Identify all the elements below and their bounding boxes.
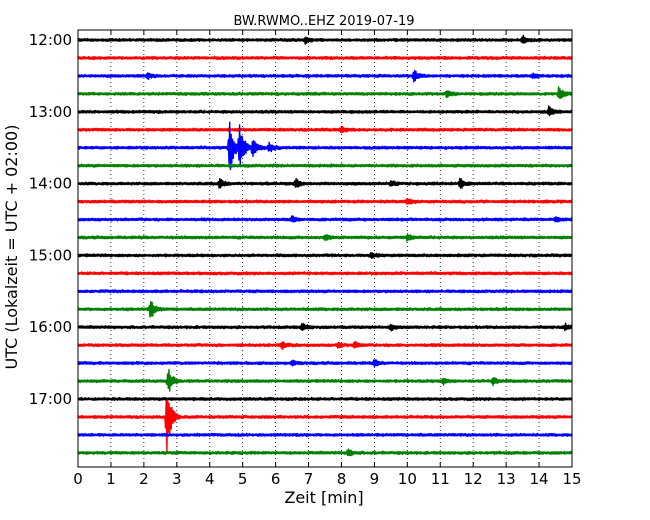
trace-1445-line [77,233,573,242]
y-tick-label: 14:00 [29,175,72,193]
trace-1715-line [77,399,573,454]
trace-1600-line [77,322,573,332]
trace-1415-line [77,197,573,205]
y-tick-label: 15:00 [29,246,72,264]
x-tick-label: 11 [431,470,450,488]
seismic-traces [77,34,573,457]
chart-title: BW.RWMO..EHZ 2019-07-19 [233,14,414,29]
trace-1545-line [77,301,573,318]
y-axis-ticks: 12:00 13:00 14:00 15:00 16:00 17:00 [29,31,572,408]
trace-1430-line [77,215,573,223]
x-tick-label: 12 [464,470,483,488]
y-tick-label: 12:00 [29,31,72,49]
trace-1330-line [77,121,573,171]
trace-1230-line [77,69,573,83]
plot-frame [77,29,573,468]
x-tick-label: 0 [73,470,83,488]
trace-1530-line [77,289,573,294]
trace-1500-line [77,251,573,259]
x-axis-label: Zeit [min] [284,488,363,507]
trace-1730-line [77,432,573,438]
trace-1215-line [77,55,573,61]
y-tick-label: 13:00 [29,103,72,121]
y-axis-label: UTC (Lokalzeit = UTC + 02:00) [2,125,21,370]
trace-1315-line [77,125,573,134]
trace-1630-line [77,359,573,368]
x-tick-label: 3 [172,470,182,488]
trace-1645-line [77,368,573,392]
x-tick-label: 13 [497,470,516,488]
x-tick-label: 8 [337,470,347,488]
y-tick-label: 17:00 [29,390,72,408]
x-tick-label: 2 [139,470,149,488]
x-tick-label: 9 [370,470,380,488]
y-tick-label: 16:00 [29,318,72,336]
trace-1615-line [77,340,573,350]
trace-1345-line [77,163,573,168]
x-tick-label: 14 [530,470,549,488]
trace-1400-line [77,177,573,189]
x-tick-label: 6 [271,470,281,488]
trace-1745-line [77,448,573,457]
grid-lines [110,30,540,467]
x-tick-label: 15 [562,470,581,488]
x-tick-label: 1 [106,470,116,488]
trace-1200-line [77,34,573,45]
x-tick-label: 4 [205,470,215,488]
trace-1300-line [77,105,573,117]
x-tick-label: 5 [238,470,248,488]
trace-1245-line [77,86,573,100]
x-axis-ticks: 0 1 2 3 4 5 6 7 8 9 10 11 12 13 14 15 [73,30,582,488]
x-tick-label: 10 [398,470,417,488]
x-tick-label: 7 [304,470,314,488]
trace-1515-line [77,271,573,276]
trace-1700-line [77,396,573,402]
